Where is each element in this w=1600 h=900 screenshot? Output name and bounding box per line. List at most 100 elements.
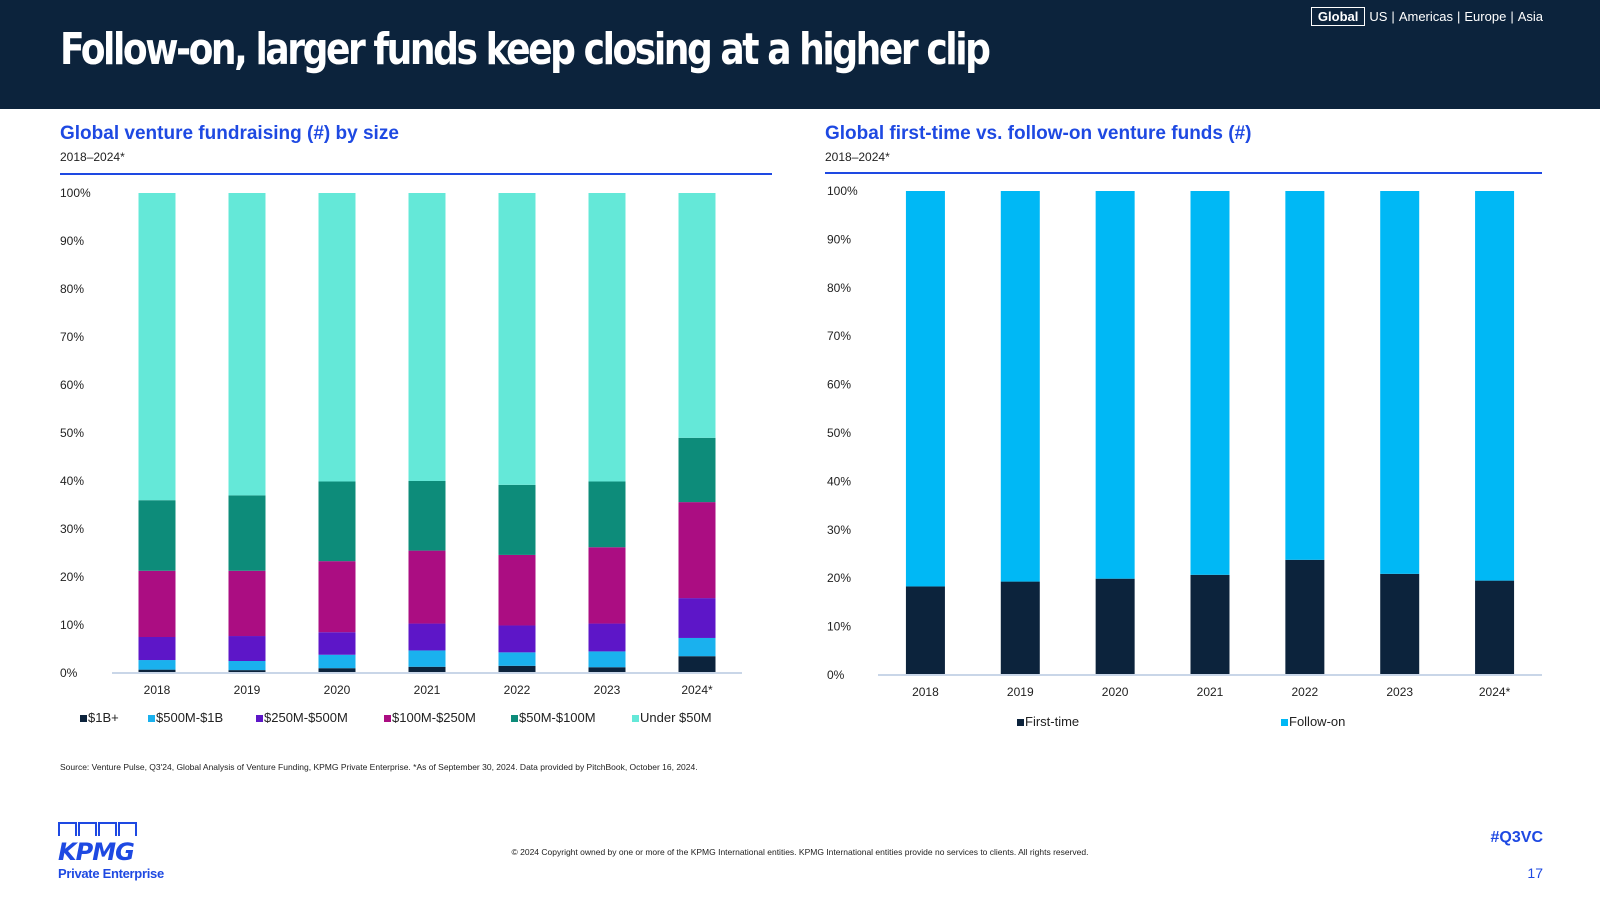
left-title-rule [60, 173, 772, 175]
x-tick-label: 2023 [1386, 685, 1413, 699]
legend-swatch-250m-500m [256, 715, 263, 722]
y-tick-label: 0% [60, 666, 78, 680]
legend-swatch-follow-on [1281, 719, 1288, 726]
y-tick-label: 60% [60, 378, 84, 392]
bar-50m-100m-2018 [138, 500, 176, 571]
y-tick-label: 90% [827, 232, 851, 246]
right-chart-title: Global first-time vs. follow-on venture … [825, 123, 1252, 144]
bar-500m-1b-2023 [588, 651, 626, 668]
legend-swatch-100m-250m [384, 715, 391, 722]
bar-250m-500m-2019 [228, 636, 266, 661]
nav-item-americas[interactable]: Americas [1398, 9, 1453, 24]
bar-250m-500m-2018 [138, 637, 176, 661]
x-tick-label: 2021 [1197, 685, 1224, 699]
y-tick-label: 20% [827, 571, 851, 585]
nav-item-europe[interactable]: Europe [1464, 9, 1507, 24]
x-tick-label: 2021 [414, 683, 441, 697]
bar-50m-100m-2024 [678, 437, 716, 503]
legend-swatch-1b [80, 715, 87, 722]
bar-first-time-2020 [1095, 578, 1135, 675]
y-tick-label: 50% [60, 426, 84, 440]
y-tick-label: 100% [60, 186, 91, 200]
bar-first-time-2021 [1190, 574, 1230, 675]
bar-250m-500m-2022 [498, 625, 536, 653]
bar-100m-250m-2024 [678, 502, 716, 599]
legend-swatch-50m-100m [511, 715, 518, 722]
copyright-text: © 2024 Copyright owned by one or more of… [511, 847, 1089, 857]
hashtag: #Q3VC [1490, 829, 1543, 846]
bar-100m-250m-2020 [318, 561, 356, 633]
bar-1b-2021 [408, 666, 446, 673]
bar-50m-100m-2020 [318, 481, 356, 562]
bar-500m-1b-2020 [318, 654, 356, 669]
kpmg-logo: KPMG Private Enterprise [58, 822, 164, 881]
y-tick-label: 50% [827, 426, 851, 440]
right-chart: 0% 10% 20% 30% 40% 50% 60% 70% 80% 90% 100% 2018 201… [827, 184, 1542, 729]
bar-follow-on-2020 [1095, 191, 1135, 579]
x-tick-label: 2024* [681, 683, 713, 697]
bar-follow-on-2018 [905, 191, 945, 587]
y-tick-label: 40% [60, 474, 84, 488]
bar-under-50m-2022 [498, 193, 536, 485]
x-tick-label: 2019 [1007, 685, 1034, 699]
bar-50m-100m-2021 [408, 481, 446, 551]
x-tick-label: 2020 [324, 683, 351, 697]
y-tick-label: 80% [827, 281, 851, 295]
nav-item-us[interactable]: US [1369, 9, 1388, 24]
legend-label-50m-100m: $50M-$100M [519, 710, 596, 725]
x-tick-label: 2023 [594, 683, 621, 697]
y-tick-label: 10% [827, 620, 851, 634]
y-tick-label: 20% [60, 570, 84, 584]
bar-first-time-2022 [1285, 559, 1325, 675]
bar-250m-500m-2024 [678, 598, 716, 638]
bar-100m-250m-2023 [588, 547, 626, 624]
header-bar: Follow-on, larger funds keep closing at … [0, 0, 1600, 109]
region-nav: Global US | Americas | Europe | Asia [1310, 7, 1543, 26]
source-note: Source: Venture Pulse, Q3'24, Global Ana… [60, 762, 698, 772]
y-tick-label: 80% [60, 282, 84, 296]
bar-500m-1b-2022 [498, 652, 536, 666]
bar-follow-on-2022 [1285, 191, 1325, 560]
x-tick-label: 2022 [1292, 685, 1319, 699]
x-tick-label: 2024* [1479, 685, 1511, 699]
legend-label-under-50m: Under $50M [640, 710, 712, 725]
legend-swatch-500m-1b [148, 715, 155, 722]
nav-separator: | [1457, 9, 1461, 24]
bar-500m-1b-2019 [228, 661, 266, 671]
y-tick-label: 70% [60, 330, 84, 344]
bar-first-time-2019 [1000, 581, 1040, 675]
y-tick-label: 30% [827, 523, 851, 537]
right-title-rule [825, 172, 1542, 174]
bar-follow-on-2023 [1380, 191, 1420, 574]
legend-label-1b: $1B+ [88, 710, 119, 725]
bar-under-50m-2023 [588, 193, 626, 482]
bar-under-50m-2018 [138, 193, 176, 501]
bar-250m-500m-2021 [408, 623, 446, 651]
bar-follow-on-2024 [1475, 191, 1515, 581]
bar-under-50m-2019 [228, 193, 266, 496]
x-tick-label: 2018 [144, 683, 171, 697]
bar-100m-250m-2021 [408, 550, 446, 624]
y-tick-label: 40% [827, 474, 851, 488]
page-title: Follow-on, larger funds keep closing at … [60, 24, 991, 75]
bar-100m-250m-2022 [498, 554, 536, 626]
y-tick-label: 0% [827, 668, 845, 682]
legend-label-follow-on: Follow-on [1289, 714, 1345, 729]
y-tick-label: 30% [60, 522, 84, 536]
bar-500m-1b-2018 [138, 660, 176, 670]
legend-swatch-first-time [1017, 719, 1024, 726]
bar-500m-1b-2024 [678, 637, 716, 657]
legend-label-250m-500m: $250M-$500M [264, 710, 348, 725]
y-tick-label: 90% [60, 234, 84, 248]
right-chart-subtitle: 2018–2024* [825, 150, 890, 164]
nav-item-asia[interactable]: Asia [1517, 9, 1543, 24]
logo-wordmark: KPMG [58, 838, 135, 866]
x-tick-label: 2020 [1102, 685, 1129, 699]
bar-1b-2019 [228, 670, 266, 673]
bar-1b-2020 [318, 668, 356, 673]
legend-label-500m-1b: $500M-$1B [156, 710, 223, 725]
bar-follow-on-2019 [1000, 191, 1040, 582]
nav-item-global[interactable]: Global [1310, 7, 1366, 26]
y-tick-label: 10% [60, 618, 84, 632]
bar-1b-2024 [678, 656, 716, 673]
